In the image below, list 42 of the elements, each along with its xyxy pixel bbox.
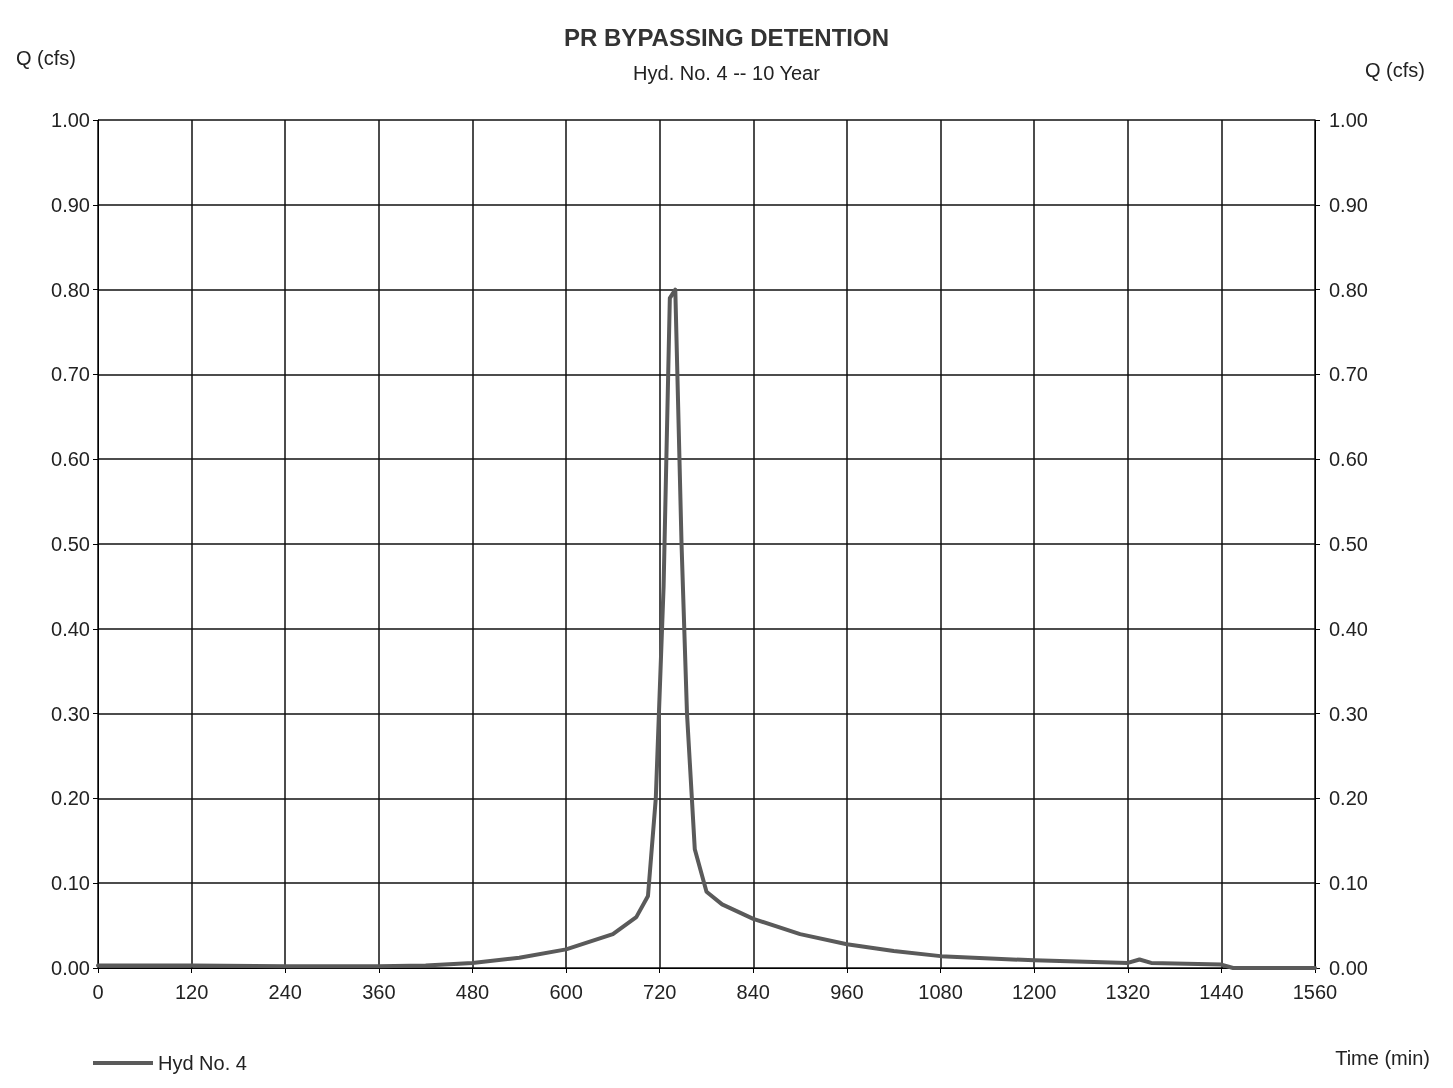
- y2-tick-label: 0.60: [1329, 448, 1368, 471]
- y-tick-label: 0.70: [51, 363, 90, 386]
- y2-tick-label: 0.30: [1329, 702, 1368, 725]
- y2-tick-label: 0.50: [1329, 533, 1368, 555]
- y-tick-label: 0.20: [51, 787, 90, 810]
- x-tick-label: 1440: [1199, 981, 1244, 1003]
- chart-subtitle: Hyd. No. 4 -- 10 Year: [633, 62, 821, 84]
- y-tick-label: 0.60: [51, 448, 90, 471]
- x-tick-label: 840: [736, 981, 770, 1003]
- x-tick-label: 240: [268, 981, 302, 1003]
- x-tick-label: 1200: [1011, 981, 1057, 1003]
- y2-tick-label: 0.70: [1329, 363, 1368, 386]
- chart-title: PR BYPASSING DETENTION: [564, 23, 889, 51]
- x-tick-label: 1320: [1105, 981, 1151, 1003]
- y2-tick-label: 0.80: [1329, 278, 1368, 301]
- y2-tick-label: 1.00: [1329, 109, 1368, 131]
- y-tick-label: 0.40: [51, 617, 90, 640]
- x-axis-title: Time (min): [1335, 1047, 1431, 1069]
- y-tick-label: 0.10: [51, 872, 90, 895]
- y-tick-label: 0.00: [51, 957, 90, 979]
- y-tick-label: 0.90: [51, 193, 90, 216]
- x-tick-label: 1560: [1292, 981, 1338, 1003]
- y2-tick-label: 0.10: [1329, 872, 1368, 895]
- y-tick-label: 1.00: [51, 109, 90, 131]
- y2-tick-label: 0.90: [1329, 193, 1368, 216]
- legend-label: Hyd No. 4: [158, 1052, 247, 1074]
- y2-tick-label: 0.40: [1329, 617, 1368, 640]
- y-axis-title: Q (cfs): [16, 47, 76, 69]
- y2-tick-label: 0.00: [1329, 957, 1368, 979]
- x-tick-label: 1080: [918, 981, 963, 1003]
- x-tick-label: 360: [362, 981, 396, 1003]
- x-tick-label: 600: [549, 981, 583, 1003]
- x-tick-label: 960: [830, 981, 864, 1003]
- y2-tick-label: 0.20: [1329, 787, 1368, 810]
- y-tick-label: 0.80: [51, 278, 90, 301]
- x-tick-label: 0: [92, 981, 104, 1003]
- x-tick-label: 720: [643, 981, 677, 1003]
- x-tick-label: 480: [455, 981, 490, 1003]
- y-tick-label: 0.30: [51, 702, 90, 725]
- y-tick-label: 0.50: [51, 533, 90, 555]
- y2-axis-title: Q (cfs): [1365, 59, 1426, 81]
- x-tick-label: 120: [174, 981, 209, 1003]
